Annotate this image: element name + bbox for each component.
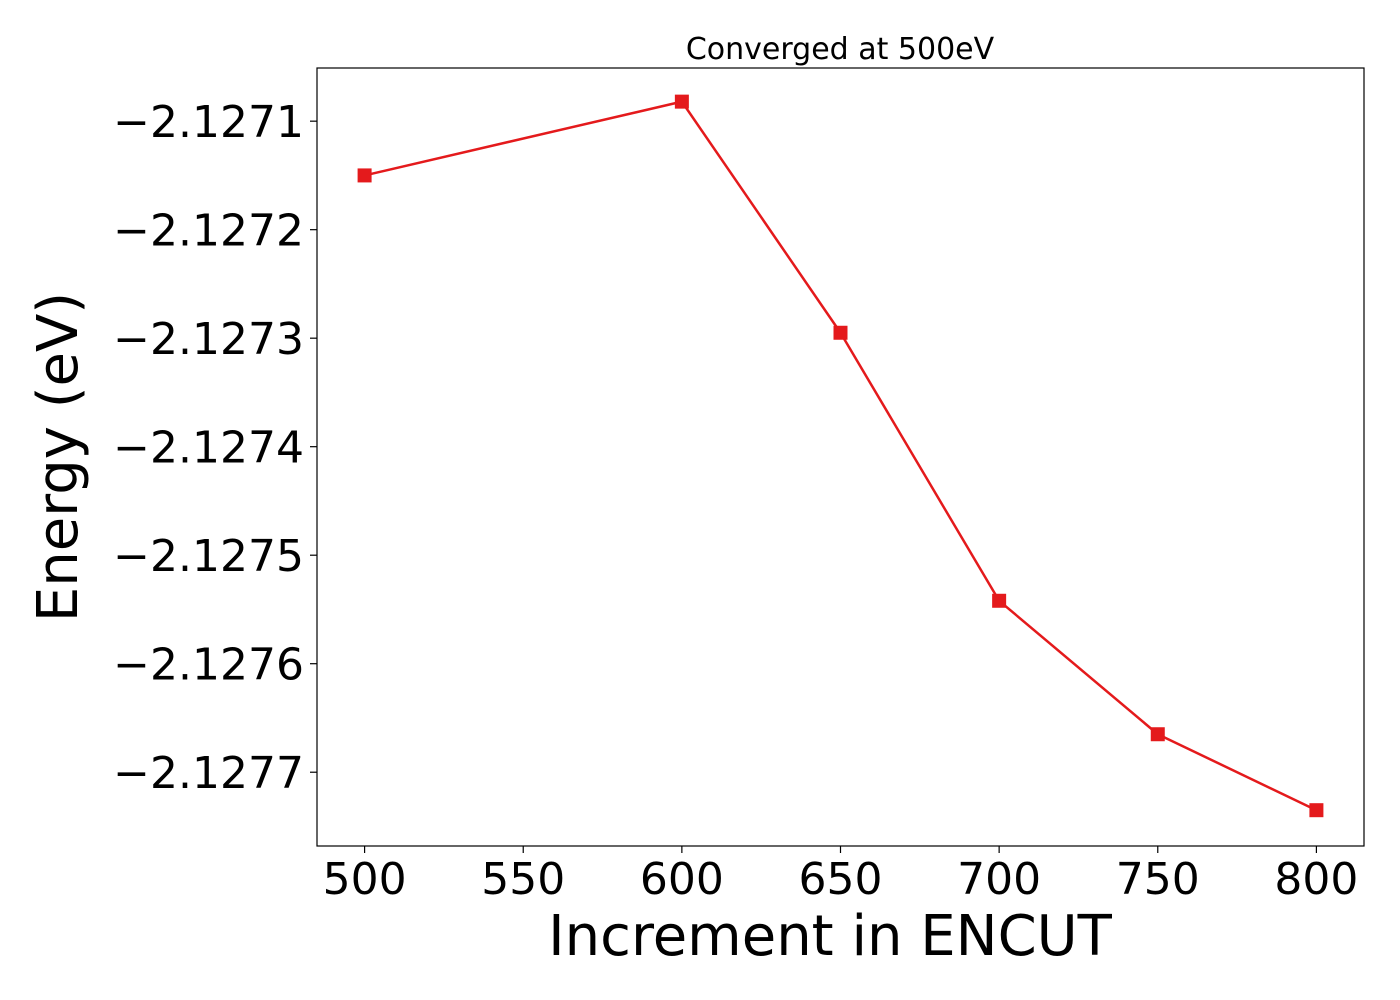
y-tick-label: −2.1272 [113, 206, 304, 257]
y-tick-label: −2.1276 [113, 640, 304, 691]
y-tick-label: −2.1273 [113, 314, 304, 365]
series-line [364, 100, 1317, 812]
data-point-marker [992, 593, 1007, 608]
x-axis-ticks: 500 550 600 650 700 750 800 [323, 846, 1358, 905]
data-point-marker [357, 168, 372, 183]
plot-area [317, 68, 1364, 846]
data-point-marker [1150, 727, 1165, 742]
y-tick-label: −2.1271 [113, 97, 304, 148]
y-tick-label: −2.1275 [113, 531, 304, 582]
x-tick-label: 500 [323, 854, 407, 905]
y-tick-label: −2.1277 [113, 748, 304, 799]
plot-frame [316, 67, 1365, 847]
chart-title: Converged at 500eV [686, 32, 995, 67]
x-tick-label: 800 [1274, 854, 1358, 905]
y-axis-ticks: −2.1271 −2.1272 −2.1273 −2.1274 −2.1275 −2.12… [113, 97, 317, 799]
data-point-marker [674, 94, 689, 109]
x-axis-label: Increment in ENCUT [548, 904, 1113, 969]
x-tick-label: 700 [957, 854, 1041, 905]
y-tick-label: −2.1274 [113, 423, 304, 474]
data-point-marker [833, 325, 848, 340]
x-tick-label: 650 [799, 854, 883, 905]
y-axis-label: Energy (eV) [26, 292, 91, 622]
x-tick-label: 600 [640, 854, 724, 905]
x-tick-label: 550 [481, 854, 565, 905]
data-point-marker [1309, 803, 1324, 818]
x-tick-label: 750 [1116, 854, 1200, 905]
series-layer [357, 94, 1324, 818]
